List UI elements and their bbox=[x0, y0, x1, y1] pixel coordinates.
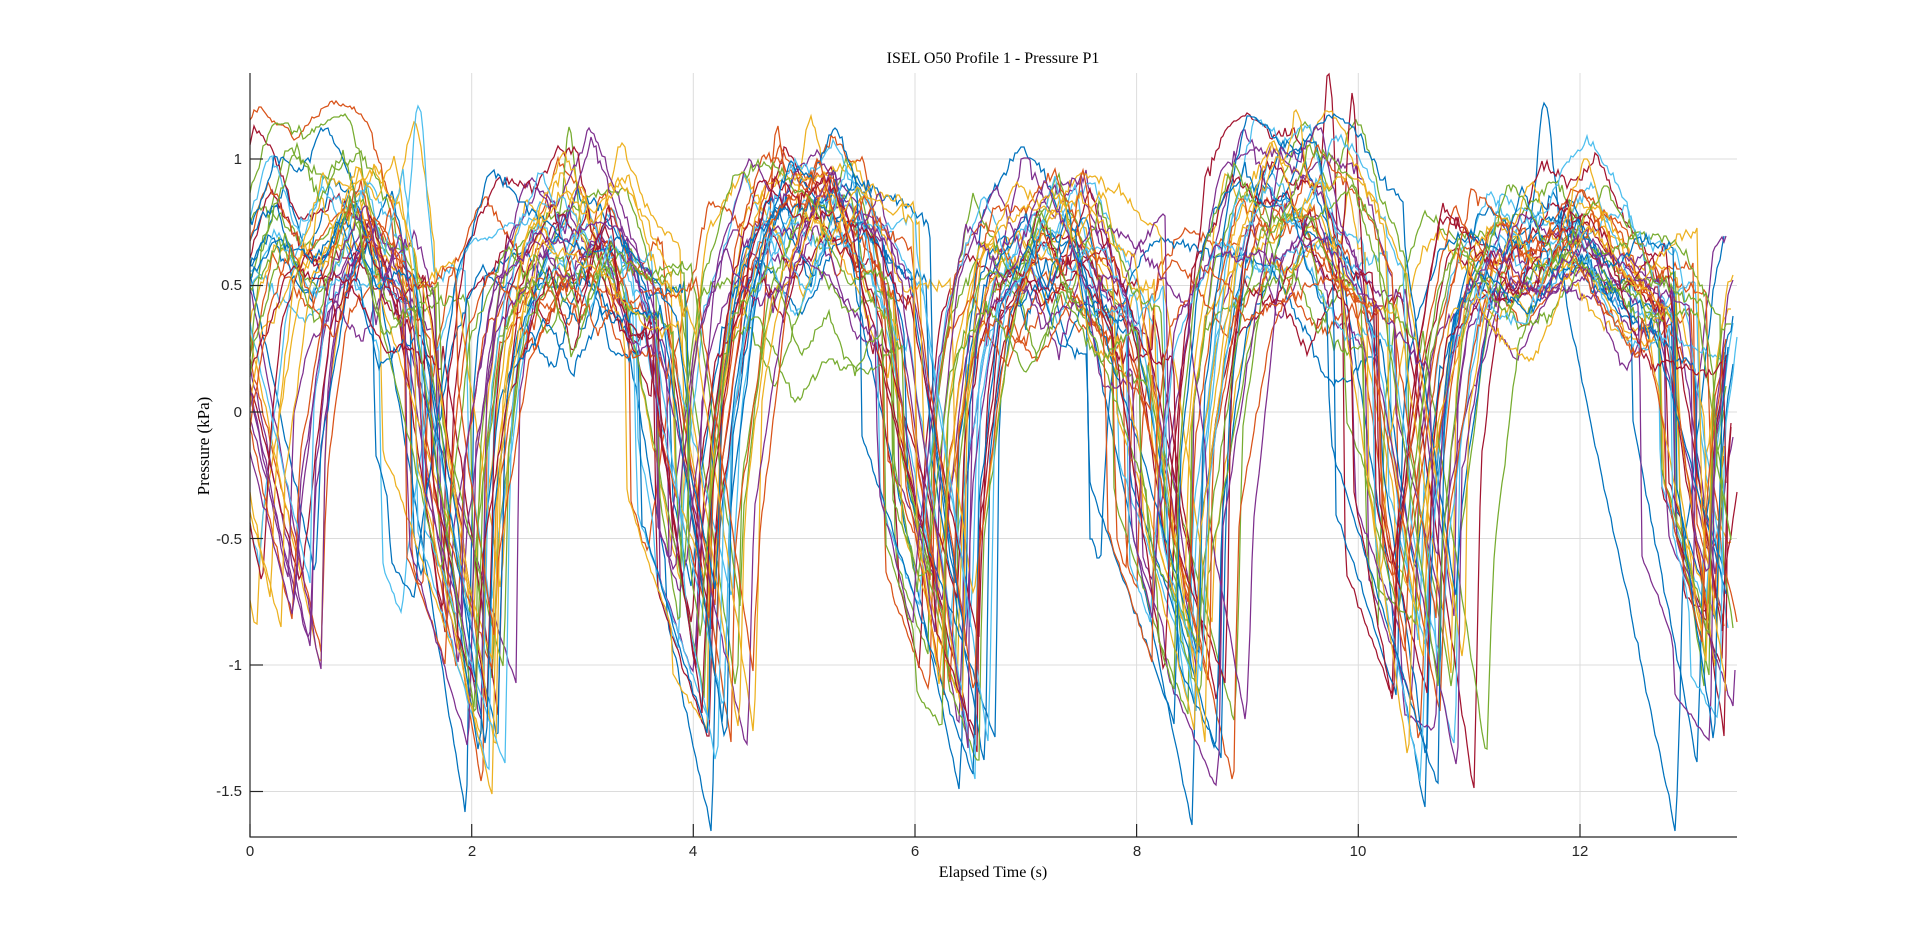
svg-text:12: 12 bbox=[1572, 843, 1589, 860]
svg-text:ISEL O50 Profile 1 - Pressure: ISEL O50 Profile 1 - Pressure P1 bbox=[887, 50, 1100, 67]
svg-text:1: 1 bbox=[234, 151, 242, 168]
svg-text:-1.5: -1.5 bbox=[216, 783, 242, 800]
svg-text:0: 0 bbox=[246, 843, 254, 860]
svg-text:4: 4 bbox=[689, 843, 697, 860]
svg-text:6: 6 bbox=[911, 843, 919, 860]
svg-text:-1: -1 bbox=[229, 657, 242, 674]
svg-text:2: 2 bbox=[468, 843, 476, 860]
svg-text:0: 0 bbox=[234, 404, 242, 421]
svg-text:0.5: 0.5 bbox=[221, 277, 242, 294]
svg-text:8: 8 bbox=[1133, 843, 1141, 860]
svg-text:-0.5: -0.5 bbox=[216, 531, 242, 548]
svg-text:Elapsed Time (s): Elapsed Time (s) bbox=[939, 864, 1047, 881]
svg-text:10: 10 bbox=[1350, 843, 1367, 860]
svg-text:Pressure (kPa): Pressure (kPa) bbox=[194, 397, 213, 496]
